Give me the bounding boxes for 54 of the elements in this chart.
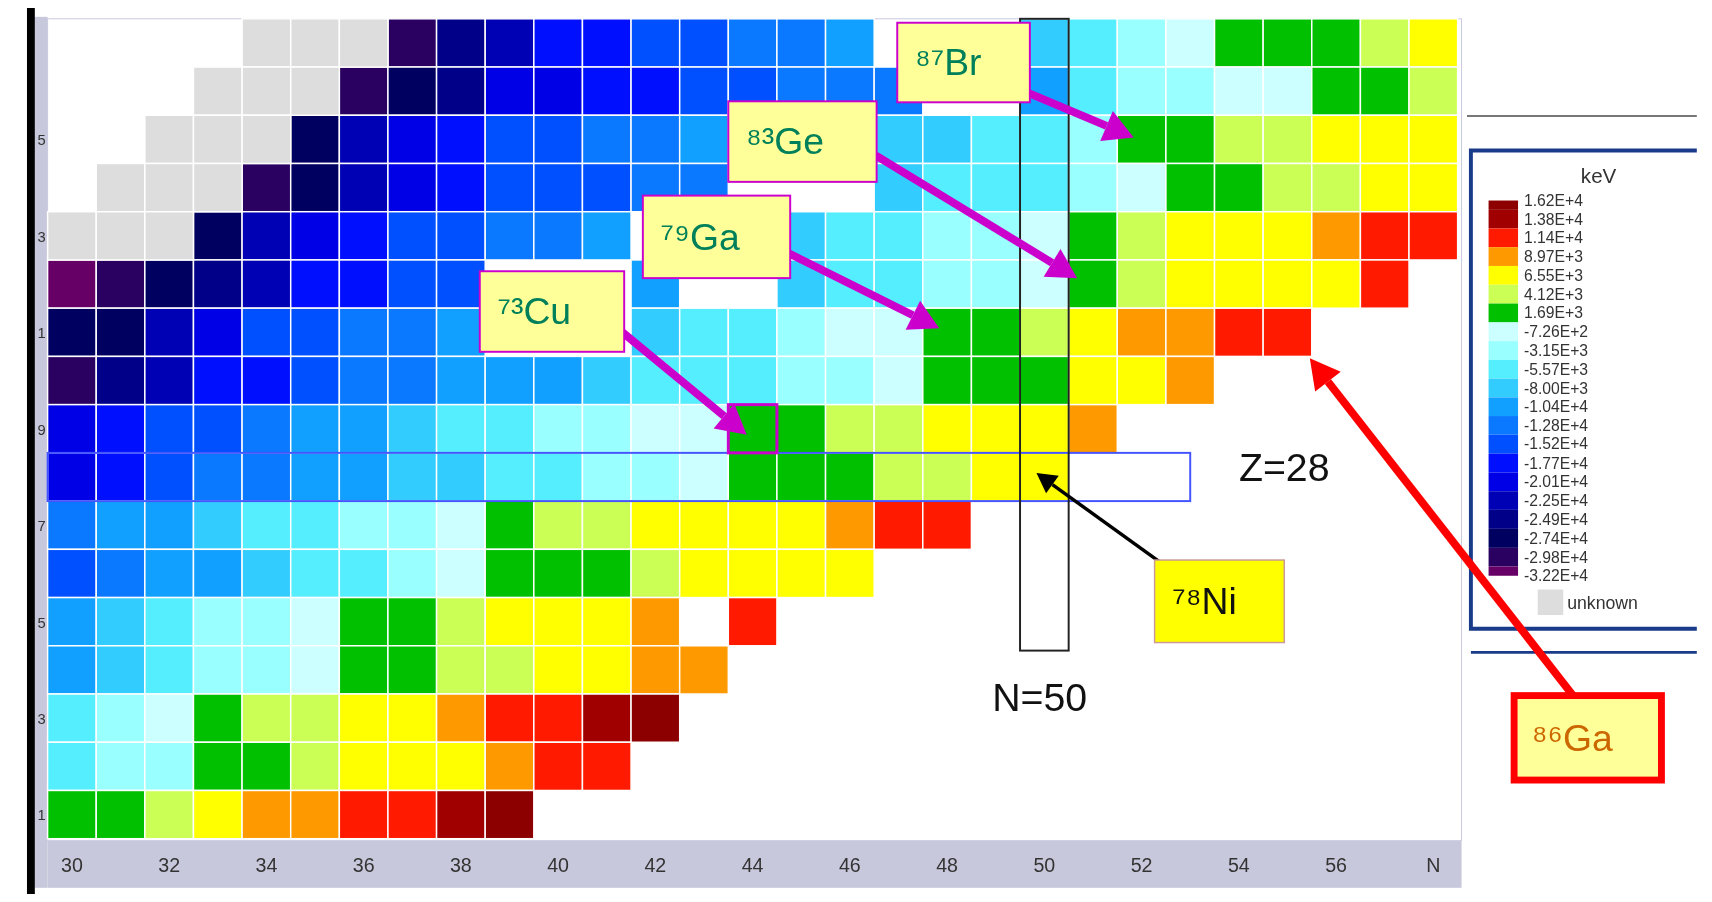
color-bar-label: -3.22E+4 — [1523, 567, 1589, 585]
annotation: N=50 — [992, 675, 1088, 720]
annotation: Z=28 — [1238, 445, 1330, 490]
annotation: ⁷³Cu — [497, 290, 572, 333]
color-bar-label: 1.14E+4 — [1523, 229, 1584, 247]
y-tick-label: 7 — [37, 518, 46, 535]
x-tick-label: 36 — [352, 854, 375, 877]
color-bar-label: -2.98E+4 — [1523, 548, 1589, 566]
x-tick-label: 34 — [255, 854, 278, 877]
y-tick-label: 1 — [37, 807, 46, 824]
x-tick-label: 32 — [158, 854, 181, 877]
color-bar-label: -1.04E+4 — [1523, 398, 1589, 416]
color-bar-title: keV — [1580, 163, 1617, 187]
annotation: ⁸³Ge — [745, 120, 824, 163]
text: unknown — [1567, 593, 1638, 614]
color-bar-label: -1.77E+4 — [1523, 454, 1589, 472]
y-tick-label: 5 — [37, 614, 46, 631]
color-bar-label: -2.49E+4 — [1523, 510, 1589, 528]
color-bar-label: -2.25E+4 — [1523, 491, 1589, 509]
x-tick-label: 56 — [1325, 854, 1348, 877]
annotation: ⁷⁸Ni — [1172, 580, 1237, 623]
x-tick-label: 48 — [936, 854, 959, 877]
color-bar-label: -7.26E+2 — [1523, 323, 1589, 341]
color-bar-label: 4.12E+3 — [1523, 285, 1584, 303]
x-tick-label: N — [1426, 854, 1441, 877]
y-tick-label: 5 — [37, 132, 46, 149]
x-tick-label: 52 — [1130, 854, 1153, 877]
x-tick-label: 40 — [547, 854, 570, 877]
color-bar-label: -8.00E+3 — [1523, 379, 1589, 397]
color-bar-label: 6.55E+3 — [1523, 266, 1584, 284]
x-tick-label: 44 — [741, 854, 764, 877]
y-tick-label: 3 — [37, 228, 46, 245]
annotation: ⁸⁷Br — [914, 41, 982, 84]
color-bar-label: -3.15E+3 — [1523, 341, 1589, 359]
y-tick-label: 1 — [37, 325, 46, 342]
annotation: ⁷⁹Ga — [660, 215, 741, 258]
x-tick-label: 42 — [644, 854, 667, 877]
color-bar-label: 1.62E+4 — [1523, 191, 1584, 209]
x-tick-label: 38 — [449, 854, 472, 877]
text: ⁸⁶Ga — [1531, 716, 1613, 759]
x-tick-label: 50 — [1033, 854, 1056, 877]
color-bar-label: 8.97E+3 — [1523, 247, 1584, 265]
x-tick-label: 46 — [838, 854, 861, 877]
y-tick-label: 9 — [37, 421, 46, 438]
color-bar-label: -5.57E+3 — [1523, 360, 1589, 378]
y-tick-label: 3 — [37, 711, 46, 728]
color-bar-label: 1.38E+4 — [1523, 210, 1584, 228]
color-bar-label: -1.28E+4 — [1523, 416, 1589, 434]
color-bar-label: -2.74E+4 — [1523, 529, 1589, 547]
color-bar-label: -2.01E+4 — [1523, 473, 1589, 491]
color-bar-label: -1.52E+4 — [1523, 435, 1589, 453]
color-bar-label: 1.69E+3 — [1523, 304, 1584, 322]
x-tick-label: 54 — [1227, 854, 1250, 877]
x-tick-label: 30 — [60, 854, 83, 877]
